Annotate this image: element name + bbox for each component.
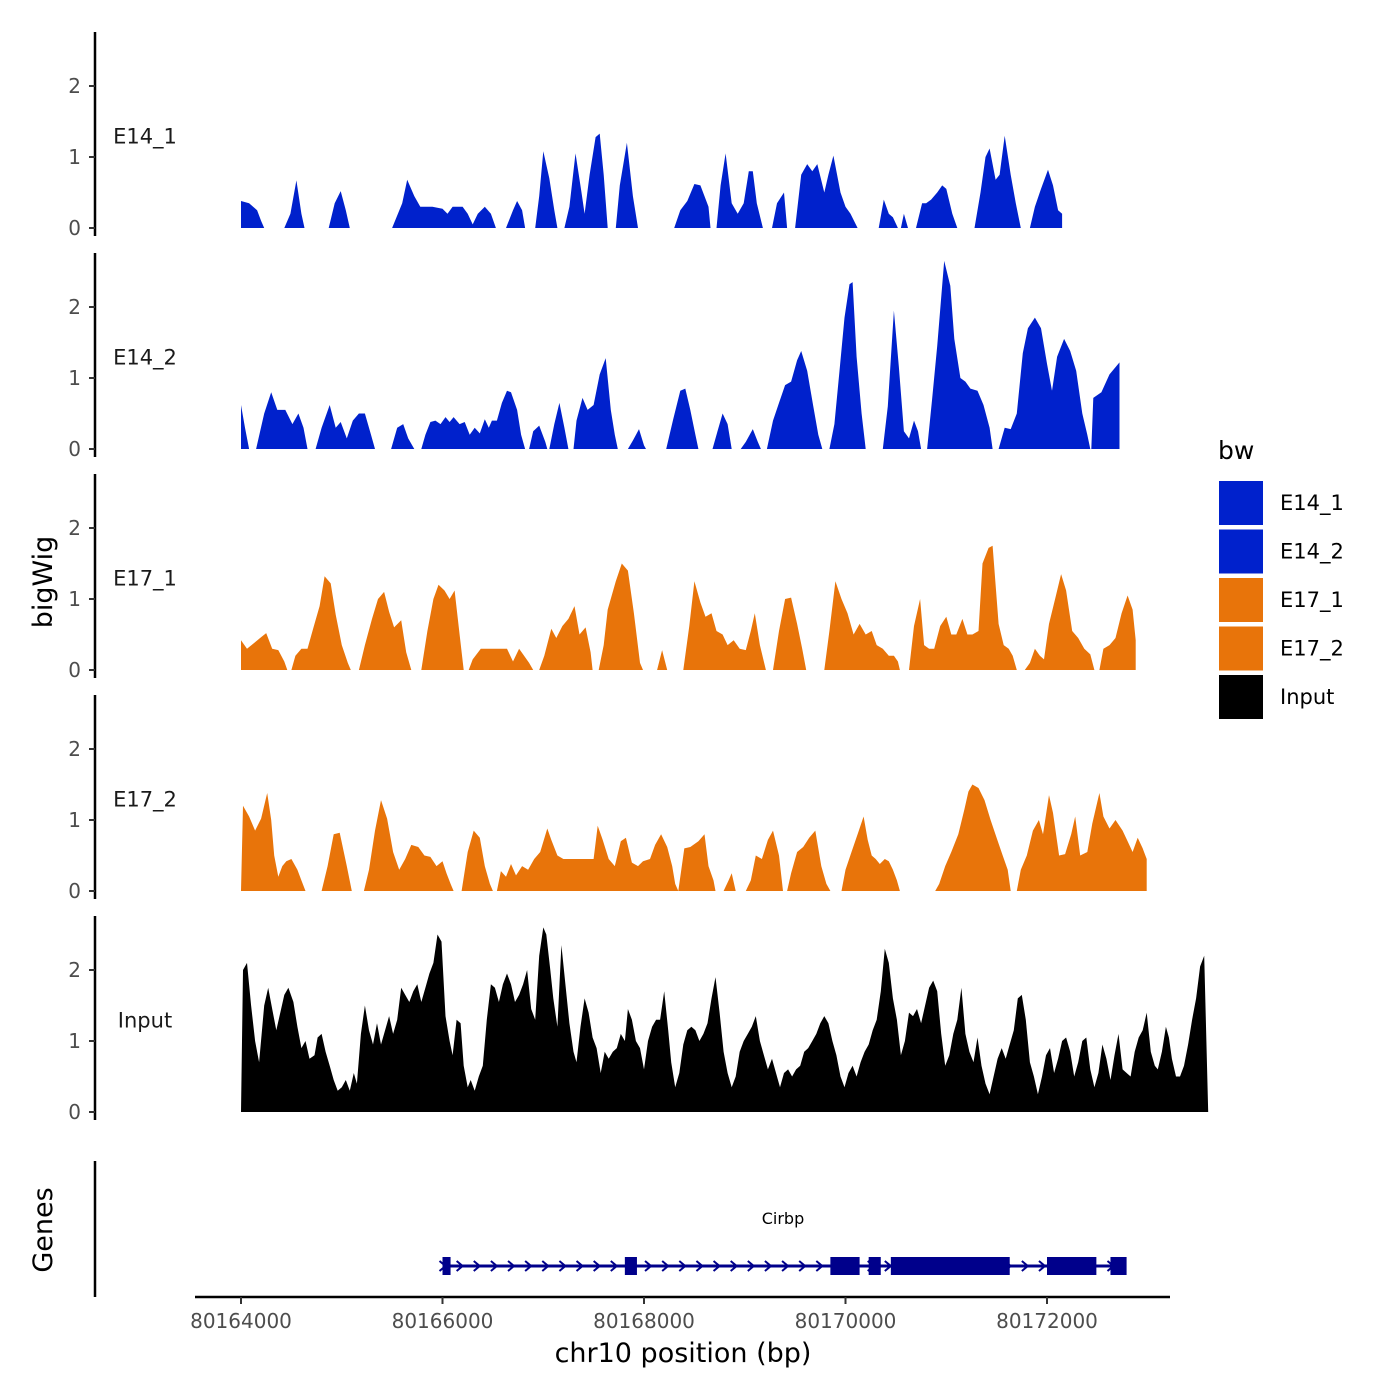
track-label-e17_1: E17_1 bbox=[113, 567, 177, 592]
gene-exon bbox=[442, 1257, 451, 1275]
strand-arrow bbox=[678, 1260, 687, 1272]
strand-arrow bbox=[1021, 1260, 1030, 1272]
y-tick-label: 2 bbox=[68, 516, 81, 540]
y-tick-label: 1 bbox=[68, 366, 81, 390]
gene-exon bbox=[624, 1257, 637, 1275]
y-tick-label: 0 bbox=[68, 216, 81, 240]
legend-swatch-e14_2 bbox=[1219, 529, 1263, 574]
track-panel-e14_2: 0 1 2 E14_2 bbox=[68, 253, 1120, 461]
coverage-area-e14_1 bbox=[241, 133, 1063, 228]
strand-arrow bbox=[884, 1260, 893, 1272]
y-axis-title: bigWig bbox=[28, 536, 59, 629]
gene-exon bbox=[1047, 1257, 1097, 1275]
legend-label-e17_1: E17_1 bbox=[1280, 588, 1344, 613]
legend-swatch-e17_2 bbox=[1219, 626, 1263, 671]
strand-arrow bbox=[815, 1260, 824, 1272]
legend-label-input: Input bbox=[1280, 685, 1334, 709]
x-axis-title: chr10 position (bp) bbox=[555, 1338, 812, 1369]
strand-arrow bbox=[558, 1260, 567, 1272]
gene-exon bbox=[868, 1257, 881, 1275]
coverage-area-e14_2 bbox=[241, 260, 1120, 449]
track-panel-input: 0 1 2 Input bbox=[68, 916, 1209, 1124]
strand-arrow bbox=[593, 1260, 602, 1272]
x-tick-label: 80172000 bbox=[996, 1309, 1098, 1333]
legend: bw E14_1 E14_2 E17_1 E17_2 Input bbox=[1218, 436, 1344, 719]
coverage-area-e17_2 bbox=[241, 784, 1147, 891]
y-tick-label: 0 bbox=[68, 437, 81, 461]
gene-exon bbox=[1110, 1257, 1127, 1275]
coverage-area-input bbox=[241, 927, 1209, 1112]
y-tick-label: 1 bbox=[68, 808, 81, 832]
gene-name-label: Cirbp bbox=[762, 1209, 805, 1228]
x-tick-label: 80170000 bbox=[795, 1309, 897, 1333]
track-panel-e17_1: 0 1 2 E17_1 bbox=[68, 474, 1136, 682]
strand-arrow bbox=[712, 1260, 722, 1272]
strand-arrow bbox=[455, 1260, 465, 1272]
strand-arrow bbox=[473, 1260, 482, 1272]
strand-arrow bbox=[644, 1260, 653, 1272]
x-tick-label: 80168000 bbox=[593, 1309, 695, 1333]
strand-arrow bbox=[1038, 1260, 1047, 1272]
strand-arrow bbox=[798, 1260, 807, 1272]
y-tick-label: 1 bbox=[68, 145, 81, 169]
strand-arrow bbox=[747, 1260, 756, 1272]
strand-arrow bbox=[507, 1260, 516, 1272]
x-tick-label: 80164000 bbox=[190, 1309, 292, 1333]
strand-arrow bbox=[541, 1260, 550, 1272]
strand-arrow bbox=[524, 1260, 533, 1272]
track-label-e17_2: E17_2 bbox=[113, 788, 177, 813]
track-panel-e14_1: 0 1 2 E14_1 bbox=[68, 32, 1063, 240]
x-axis: chr10 position (bp) 80164000 80166000 8016… bbox=[190, 1295, 1170, 1369]
tracks-layer: 0 1 2 E14_1 0 1 2 E14_2 0 1 2 E17_1 0 1 2 E17_2 0 1 2 Input bbox=[68, 32, 1209, 1124]
legend-swatch-e17_1 bbox=[1219, 578, 1263, 622]
strand-arrow bbox=[490, 1260, 499, 1272]
gene-exon bbox=[890, 1257, 1010, 1275]
x-tick-label: 80166000 bbox=[392, 1309, 494, 1333]
legend-swatch-e14_1 bbox=[1219, 481, 1263, 525]
legend-label-e14_2: E14_2 bbox=[1280, 540, 1344, 565]
track-label-e14_1: E14_1 bbox=[113, 125, 177, 150]
legend-swatch-input bbox=[1219, 675, 1263, 719]
y-tick-label: 2 bbox=[68, 958, 81, 982]
strand-arrow bbox=[730, 1260, 739, 1272]
y-tick-label: 1 bbox=[68, 587, 81, 611]
track-label-e14_2: E14_2 bbox=[113, 346, 177, 371]
y-tick-label: 0 bbox=[68, 658, 81, 682]
y-tick-label: 2 bbox=[68, 295, 81, 319]
gene-track: Genes Cirbp bbox=[28, 1161, 1127, 1297]
strand-arrow bbox=[575, 1260, 585, 1272]
coverage-area-e17_1 bbox=[241, 545, 1136, 670]
strand-arrow bbox=[695, 1260, 704, 1272]
track-panel-e17_2: 0 1 2 E17_2 bbox=[68, 695, 1147, 903]
gene-exon bbox=[830, 1257, 860, 1275]
gene-track-label: Genes bbox=[28, 1187, 59, 1272]
y-tick-label: 2 bbox=[68, 74, 81, 98]
track-label-input: Input bbox=[118, 1009, 172, 1033]
strand-arrow bbox=[764, 1260, 773, 1272]
y-tick-label: 2 bbox=[68, 737, 81, 761]
strand-arrow bbox=[781, 1260, 790, 1272]
strand-arrow bbox=[610, 1260, 619, 1272]
legend-title: bw bbox=[1218, 436, 1254, 465]
legend-label-e14_1: E14_1 bbox=[1280, 491, 1344, 516]
strand-arrow bbox=[661, 1260, 670, 1272]
y-tick-label: 0 bbox=[68, 879, 81, 903]
y-tick-label: 0 bbox=[68, 1100, 81, 1124]
legend-label-e17_2: E17_2 bbox=[1280, 637, 1344, 662]
y-tick-label: 1 bbox=[68, 1029, 81, 1053]
